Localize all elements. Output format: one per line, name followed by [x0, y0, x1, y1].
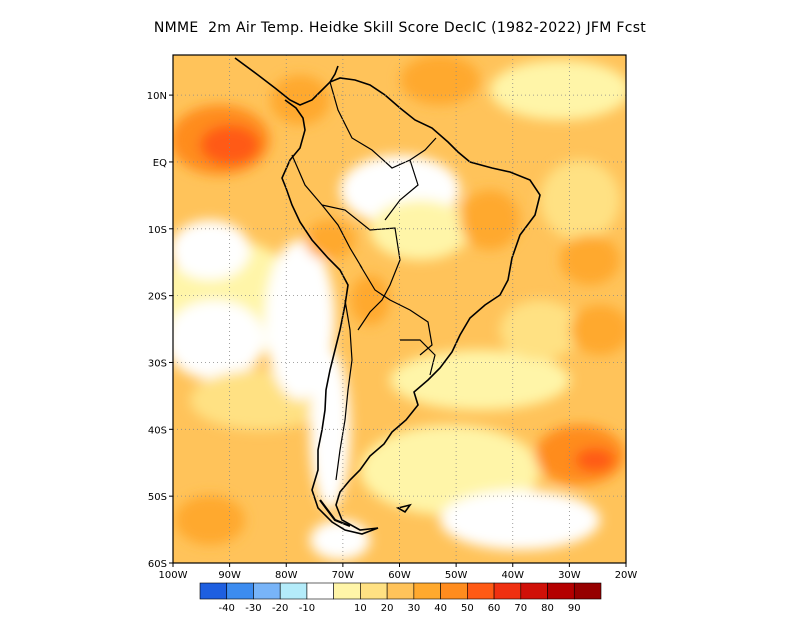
colorbar-label: -10	[299, 603, 315, 614]
colorbar-label: 70	[514, 603, 527, 614]
colorbar-swatch	[199, 582, 228, 600]
colorbar-label: 30	[407, 603, 420, 614]
map-title: NMME 2m Air Temp. Heidke Skill Score Dec…	[153, 20, 647, 36]
colorbar-label: 80	[541, 603, 554, 614]
colorbar-label: 10	[354, 603, 367, 614]
colorbar-swatch	[386, 582, 415, 600]
lat-label: 40S	[148, 425, 167, 436]
latitude-labels: 10N EQ 10S 20S 30S 40S 50S 60S	[147, 91, 173, 570]
colorbar-swatch	[360, 582, 388, 600]
colorbar-label: 40	[434, 603, 447, 614]
lon-label: 80W	[275, 570, 298, 581]
colorbar-label: -40	[219, 603, 235, 614]
colorbar-labels: -40 -30 -20 -10 10 20 30 40 50 60 70 80 90	[219, 603, 581, 614]
colorbar-label: 90	[568, 603, 581, 614]
colorbar-label: -30	[245, 603, 261, 614]
colorbar-label: 50	[461, 603, 474, 614]
lon-label: 60W	[388, 570, 411, 581]
lat-label: 10S	[148, 225, 167, 236]
lon-label: 30W	[558, 570, 581, 581]
colorbar-swatch	[253, 582, 281, 600]
lat-label: 10N	[147, 91, 167, 102]
lon-label: 90W	[218, 570, 241, 581]
colorbar-swatch	[226, 582, 254, 600]
colorbar-swatch	[279, 582, 308, 600]
skill-field	[173, 55, 626, 563]
colorbar-swatch	[467, 582, 495, 600]
gridlines	[173, 55, 626, 563]
south-america-coast	[234, 57, 541, 535]
coastlines	[234, 57, 541, 535]
lon-label: 50W	[445, 570, 468, 581]
colorbar-swatch	[493, 582, 522, 600]
colorbar-swatch	[573, 582, 602, 600]
lat-label: 60S	[148, 559, 167, 570]
lon-label: 40W	[501, 570, 524, 581]
colorbar-swatch	[440, 582, 468, 600]
colorbar-swatch	[520, 582, 548, 600]
colorbar-swatch	[547, 582, 575, 600]
lat-label: 20S	[148, 292, 167, 303]
panama-isthmus	[329, 65, 339, 83]
falkland-islands	[395, 503, 412, 514]
lat-label: EQ	[153, 158, 167, 169]
lon-label: 100W	[159, 570, 188, 581]
lat-label: 50S	[148, 492, 167, 503]
lat-label: 30S	[148, 358, 167, 369]
field-patches	[173, 55, 626, 560]
colorbar-label: 60	[488, 603, 501, 614]
lon-label: 20W	[615, 570, 638, 581]
country-borders	[291, 81, 437, 481]
colorbar-label: -20	[272, 603, 288, 614]
colorbar	[199, 582, 602, 600]
map-frame	[172, 54, 627, 564]
colorbar-swatch	[413, 582, 441, 600]
colorbar-label: 20	[381, 603, 394, 614]
colorbar-swatch	[306, 582, 334, 600]
longitude-labels: 100W 90W 80W 70W 60W 50W 40W 30W 20W	[159, 563, 638, 581]
colorbar-swatch	[333, 582, 361, 600]
lon-label: 70W	[332, 570, 355, 581]
